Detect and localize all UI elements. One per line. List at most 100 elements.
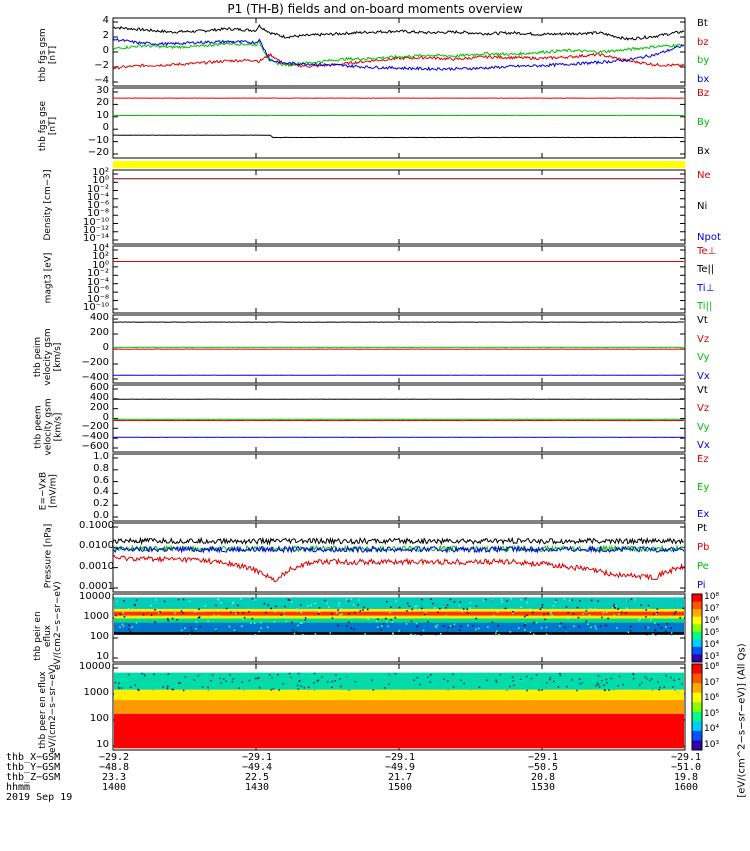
eflux-pixel bbox=[353, 604, 355, 606]
eflux-pixel bbox=[450, 599, 452, 601]
eflux-pixel bbox=[450, 625, 452, 627]
eflux-pixel bbox=[460, 680, 462, 682]
eflux-pixel bbox=[614, 604, 616, 606]
eflux-pixel bbox=[675, 678, 677, 680]
eflux-pixel bbox=[297, 685, 299, 687]
eflux-pixel bbox=[128, 608, 130, 610]
eflux-pixel bbox=[541, 607, 543, 609]
eflux-pixel bbox=[138, 617, 140, 619]
eflux-pixel bbox=[314, 673, 316, 675]
eflux-pixel bbox=[348, 600, 350, 602]
eflux-pixel bbox=[123, 625, 125, 627]
eflux-pixel bbox=[412, 609, 414, 611]
eflux-pixel bbox=[278, 689, 280, 691]
eflux-pixel bbox=[164, 601, 166, 603]
eflux-pixel bbox=[416, 605, 418, 607]
eflux-pixel bbox=[308, 609, 310, 611]
eflux-pixel bbox=[348, 621, 350, 623]
eflux-pixel bbox=[466, 685, 468, 687]
eflux-pixel bbox=[442, 680, 444, 682]
eflux-pixel bbox=[371, 680, 373, 682]
eflux-pixel bbox=[671, 632, 673, 634]
eflux-pixel bbox=[560, 680, 562, 682]
eflux-pixel bbox=[231, 609, 233, 611]
legend-Ti||: Ti|| bbox=[697, 301, 712, 312]
eflux-pixel bbox=[434, 607, 436, 609]
eflux-pixel bbox=[172, 678, 174, 680]
eflux-pixel bbox=[210, 683, 212, 685]
eflux-pixel bbox=[355, 681, 357, 683]
eflux-pixel bbox=[288, 682, 290, 684]
eflux-pixel bbox=[473, 625, 475, 627]
eflux-pixel bbox=[310, 605, 312, 607]
eflux-pixel bbox=[414, 606, 416, 608]
eflux-pixel bbox=[452, 626, 454, 628]
eflux-pixel bbox=[155, 680, 157, 682]
eflux-pixel bbox=[459, 629, 461, 631]
eflux-pixel bbox=[421, 634, 423, 636]
quality-flag-bar bbox=[113, 161, 685, 168]
eflux-pixel bbox=[209, 687, 211, 689]
eflux-pixel bbox=[506, 690, 508, 692]
eflux-pixel bbox=[659, 677, 661, 679]
eflux-pixel bbox=[269, 678, 271, 680]
eflux-pixel bbox=[551, 614, 553, 616]
eflux-pixel bbox=[366, 679, 368, 681]
eflux-pixel bbox=[366, 684, 368, 686]
eflux-pixel bbox=[589, 614, 591, 616]
eflux-pixel bbox=[516, 683, 518, 685]
eflux-pixel bbox=[655, 686, 657, 688]
eflux-pixel bbox=[167, 618, 169, 620]
eflux-pixel bbox=[407, 687, 409, 689]
eflux-pixel bbox=[376, 621, 378, 623]
eflux-pixel bbox=[395, 617, 397, 619]
colorbar-tick: 10³ bbox=[704, 652, 719, 662]
eflux-pixel bbox=[647, 627, 649, 629]
eflux-pixel bbox=[264, 680, 266, 682]
eflux-pixel bbox=[512, 613, 514, 615]
eflux-pixel bbox=[565, 688, 567, 690]
eflux-pixel bbox=[569, 676, 571, 678]
eflux-pixel bbox=[559, 625, 561, 627]
eflux-pixel bbox=[296, 681, 298, 683]
eflux-pixel bbox=[209, 677, 211, 679]
eflux-pixel bbox=[349, 689, 351, 691]
eflux-pixel bbox=[340, 614, 342, 616]
eflux-pixel bbox=[124, 616, 126, 618]
eflux-pixel bbox=[679, 686, 681, 688]
eflux-pixel bbox=[555, 601, 557, 603]
eflux-pixel bbox=[207, 687, 209, 689]
eflux-pixel bbox=[343, 687, 345, 689]
eflux-pixel bbox=[395, 600, 397, 602]
panel-frame bbox=[113, 385, 685, 452]
eflux-pixel bbox=[198, 608, 200, 610]
eflux-pixel bbox=[444, 676, 446, 678]
eflux-pixel bbox=[121, 624, 123, 626]
eflux-pixel bbox=[363, 681, 365, 683]
eflux-pixel bbox=[387, 626, 389, 628]
legend-Bz: Bz bbox=[697, 88, 709, 99]
ylabel-fgs_gse: thb fgs gse [nT] bbox=[38, 91, 58, 161]
legend-Vz: Vz bbox=[697, 403, 709, 414]
eflux-pixel bbox=[654, 622, 656, 624]
eflux-pixel bbox=[154, 609, 156, 611]
eflux-pixel bbox=[602, 677, 604, 679]
eflux-pixel bbox=[670, 617, 672, 619]
eflux-pixel bbox=[288, 679, 290, 681]
eflux-pixel bbox=[183, 613, 185, 615]
eflux-pixel bbox=[639, 684, 641, 686]
eflux-pixel bbox=[136, 622, 138, 624]
eflux-pixel bbox=[298, 688, 300, 690]
panel-peim_velocity bbox=[113, 315, 685, 383]
eflux-pixel bbox=[335, 675, 337, 677]
eflux-pixel bbox=[544, 619, 546, 621]
eflux-pixel bbox=[220, 602, 222, 604]
eflux-pixel bbox=[618, 613, 620, 615]
eflux-pixel bbox=[236, 632, 238, 634]
eflux-pixel bbox=[505, 608, 507, 610]
eflux-pixel bbox=[665, 626, 667, 628]
eflux-pixel bbox=[649, 680, 651, 682]
ytick-label: 1.0 bbox=[79, 451, 109, 462]
eflux-pixel bbox=[298, 673, 300, 675]
eflux-pixel bbox=[413, 679, 415, 681]
